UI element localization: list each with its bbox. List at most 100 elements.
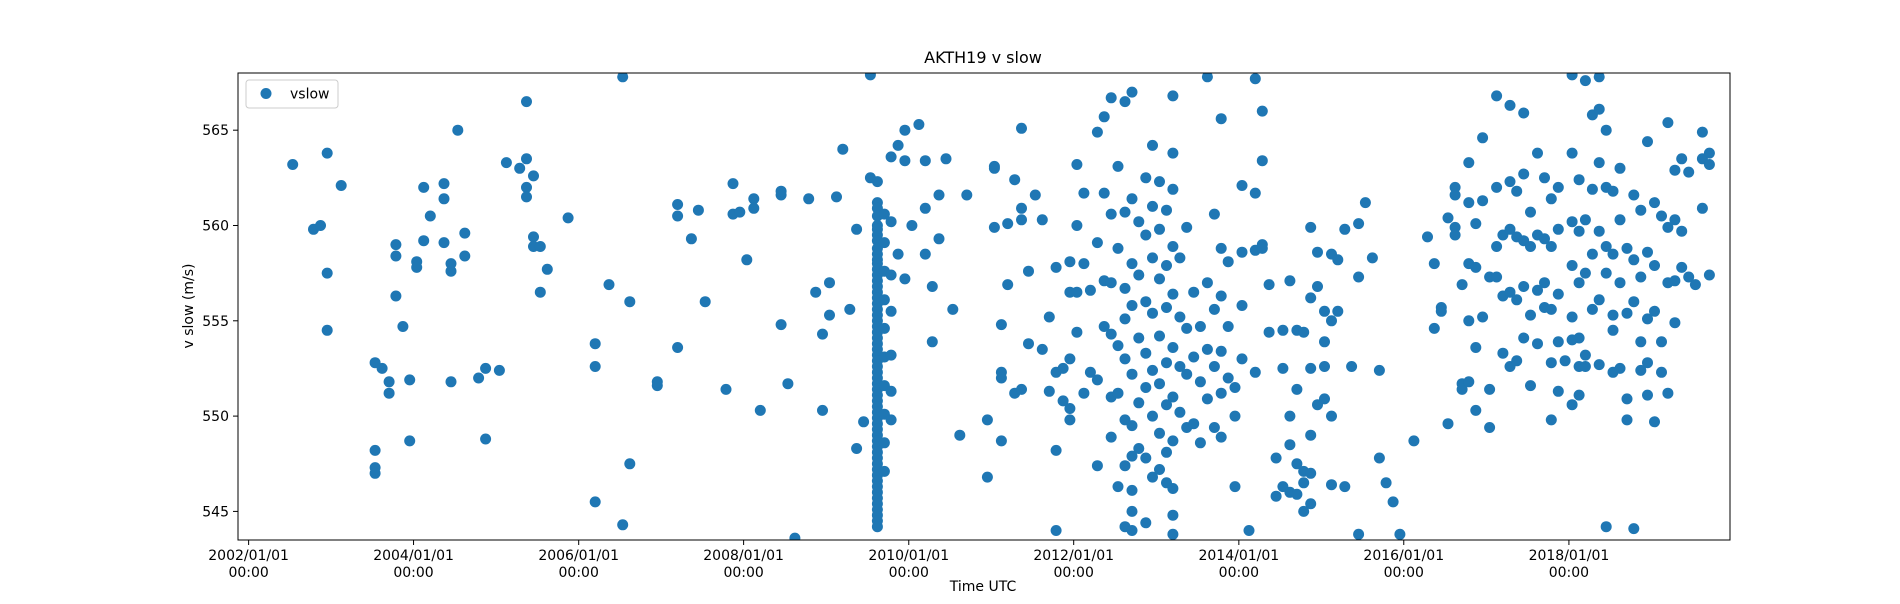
data-point bbox=[1298, 477, 1310, 489]
data-point bbox=[1607, 248, 1619, 260]
data-point bbox=[1552, 336, 1564, 348]
data-point bbox=[1084, 366, 1096, 378]
x-tick-label: 2014/01/01 bbox=[1198, 548, 1279, 564]
data-point bbox=[1277, 324, 1289, 336]
data-point bbox=[954, 429, 966, 441]
data-point bbox=[933, 189, 945, 201]
data-point bbox=[1249, 187, 1261, 199]
data-point bbox=[1215, 242, 1227, 254]
data-point bbox=[1167, 483, 1179, 494]
x-tick-label-time: 00:00 bbox=[559, 565, 599, 581]
data-point bbox=[1373, 364, 1385, 376]
x-tick-label-time: 00:00 bbox=[393, 565, 433, 581]
data-point bbox=[1593, 294, 1605, 306]
data-point bbox=[919, 155, 931, 167]
data-point bbox=[824, 309, 835, 321]
y-tick-label: 560 bbox=[202, 218, 229, 234]
data-point bbox=[1463, 376, 1475, 388]
data-point bbox=[1662, 117, 1674, 129]
data-point bbox=[1552, 288, 1564, 300]
data-point bbox=[1291, 488, 1303, 500]
data-point bbox=[1147, 410, 1158, 422]
data-point bbox=[1119, 206, 1131, 218]
data-point bbox=[1525, 206, 1536, 218]
data-point bbox=[1167, 509, 1179, 521]
data-point bbox=[1593, 103, 1605, 115]
data-point bbox=[1078, 387, 1090, 399]
data-point bbox=[1256, 105, 1268, 117]
x-tick-label: 2006/01/01 bbox=[538, 548, 619, 564]
data-point bbox=[1133, 216, 1145, 228]
data-point bbox=[1208, 208, 1220, 220]
data-point bbox=[1126, 368, 1138, 380]
data-point bbox=[1477, 311, 1489, 323]
data-point bbox=[1593, 359, 1605, 371]
data-point bbox=[1284, 275, 1296, 287]
data-point bbox=[1319, 393, 1330, 405]
plot-area-frame bbox=[237, 72, 1731, 541]
data-point bbox=[1084, 284, 1096, 296]
x-tick-label-time: 00:00 bbox=[228, 565, 268, 581]
data-point bbox=[562, 212, 574, 224]
data-point bbox=[1579, 75, 1591, 87]
data-point bbox=[1215, 290, 1227, 302]
data-point bbox=[1566, 260, 1578, 271]
data-point bbox=[1408, 435, 1420, 447]
data-point bbox=[913, 119, 925, 130]
data-point bbox=[1607, 185, 1619, 197]
data-point bbox=[1449, 181, 1461, 193]
data-point bbox=[1016, 383, 1027, 395]
data-point bbox=[1319, 336, 1330, 348]
data-point bbox=[1023, 265, 1034, 277]
data-point bbox=[1621, 242, 1633, 254]
y-axis-label: v slow (m/s) bbox=[181, 264, 197, 349]
data-point bbox=[1043, 311, 1055, 323]
data-point bbox=[1442, 212, 1454, 224]
data-point bbox=[1696, 202, 1708, 214]
data-point bbox=[1043, 385, 1055, 397]
data-point bbox=[1614, 162, 1626, 174]
data-point bbox=[1256, 242, 1268, 254]
data-point bbox=[1484, 383, 1496, 395]
data-point bbox=[961, 189, 973, 201]
x-axis-label: Time UTC bbox=[949, 579, 1017, 595]
data-point bbox=[1539, 277, 1550, 289]
data-point bbox=[1194, 321, 1206, 332]
x-axis: 2002/01/0100:002004/01/0100:002006/01/01… bbox=[208, 540, 1609, 581]
x-tick-label-time: 00:00 bbox=[889, 565, 929, 581]
data-point bbox=[1091, 237, 1103, 249]
data-point bbox=[1649, 260, 1660, 271]
data-point bbox=[1539, 233, 1550, 245]
data-point bbox=[424, 210, 436, 222]
data-point bbox=[1579, 349, 1591, 361]
data-point bbox=[885, 385, 897, 397]
data-point bbox=[947, 303, 959, 315]
data-point bbox=[624, 296, 636, 308]
data-point bbox=[1566, 399, 1578, 411]
data-point bbox=[1147, 139, 1158, 151]
data-point bbox=[1504, 99, 1516, 111]
data-point bbox=[1621, 307, 1633, 319]
data-point bbox=[892, 248, 904, 260]
data-point bbox=[1422, 231, 1433, 243]
data-point bbox=[1284, 439, 1296, 451]
data-point bbox=[1147, 471, 1158, 483]
data-point bbox=[1161, 204, 1172, 216]
data-point bbox=[1332, 305, 1344, 317]
data-point bbox=[1078, 258, 1090, 270]
y-tick-label: 565 bbox=[202, 123, 229, 139]
chart-title: AKTH19 v slow bbox=[924, 48, 1042, 67]
data-point bbox=[1236, 246, 1248, 258]
x-tick-label: 2004/01/01 bbox=[373, 548, 454, 564]
data-point bbox=[685, 233, 697, 245]
data-point bbox=[1696, 126, 1708, 138]
data-point bbox=[1161, 446, 1172, 458]
data-point bbox=[1552, 223, 1564, 235]
data-point bbox=[1071, 159, 1083, 170]
data-point bbox=[418, 181, 430, 193]
data-point bbox=[995, 372, 1007, 384]
data-point bbox=[1635, 336, 1647, 348]
data-point bbox=[1188, 351, 1200, 363]
data-point bbox=[1359, 197, 1371, 209]
data-point bbox=[1621, 393, 1633, 405]
